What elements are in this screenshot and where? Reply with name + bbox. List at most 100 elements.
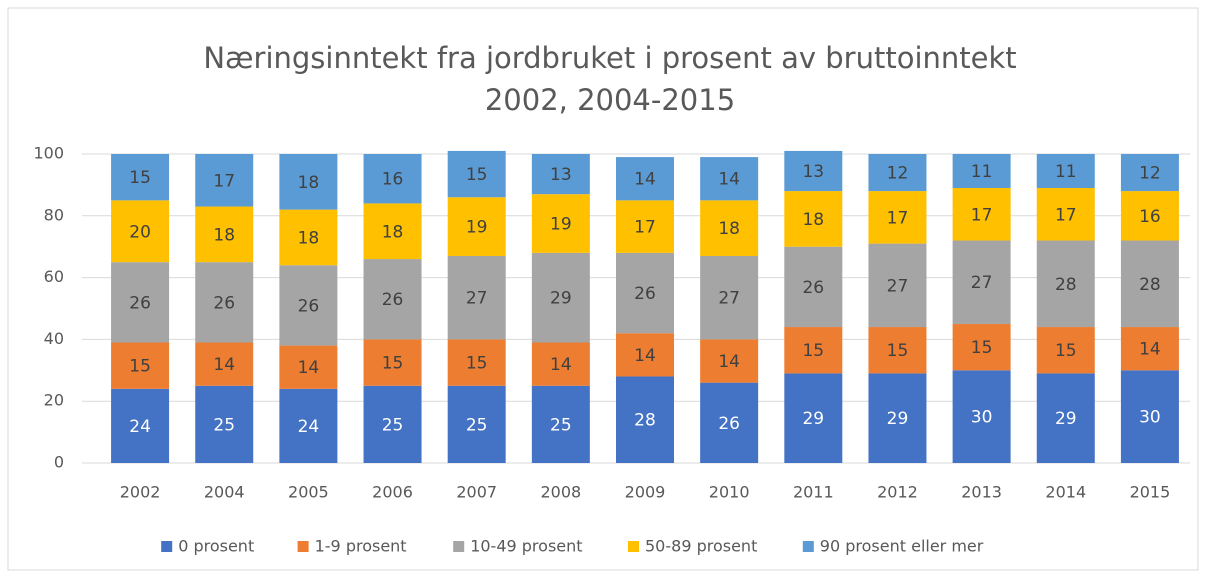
bar-segment bbox=[868, 243, 927, 328]
x-tick-label: 2007 bbox=[456, 483, 497, 502]
y-tick-label: 20 bbox=[44, 391, 64, 410]
bar-segment bbox=[1036, 187, 1095, 241]
bar-segment bbox=[363, 203, 422, 260]
data-label: 26 bbox=[129, 293, 151, 313]
bar-segment bbox=[447, 197, 506, 256]
data-label: 25 bbox=[466, 415, 488, 435]
bar-segment bbox=[1120, 370, 1179, 463]
bar-segment bbox=[111, 200, 170, 263]
legend-label: 10-49 prosent bbox=[470, 537, 582, 556]
data-label: 14 bbox=[718, 170, 740, 190]
data-label: 26 bbox=[382, 290, 404, 310]
x-tick-label: 2010 bbox=[709, 483, 750, 502]
x-tick-label: 2008 bbox=[540, 483, 581, 502]
data-label: 30 bbox=[1139, 408, 1161, 428]
data-label: 28 bbox=[634, 411, 656, 431]
y-tick-label: 100 bbox=[33, 144, 64, 163]
bar-segment bbox=[784, 373, 843, 463]
bar-segment bbox=[616, 376, 674, 463]
data-label: 27 bbox=[971, 273, 993, 293]
data-label: 28 bbox=[1055, 275, 1077, 295]
x-tick-label: 2011 bbox=[793, 483, 834, 502]
x-tick-label: 2005 bbox=[288, 483, 329, 502]
bar-segment bbox=[700, 200, 759, 256]
bar-segment bbox=[1036, 373, 1095, 463]
bar-segment bbox=[111, 342, 170, 389]
bar-segment bbox=[784, 191, 843, 247]
x-tick-label: 2002 bbox=[120, 483, 161, 502]
data-label: 15 bbox=[382, 354, 404, 374]
data-label: 14 bbox=[634, 170, 656, 190]
bar-segment bbox=[1120, 327, 1179, 371]
data-label: 14 bbox=[550, 355, 572, 375]
data-label: 27 bbox=[887, 276, 909, 296]
bar-segment bbox=[279, 209, 338, 266]
bar-segment bbox=[868, 327, 927, 374]
legend-swatch bbox=[453, 541, 465, 552]
bar-segment bbox=[447, 339, 506, 386]
data-label: 25 bbox=[550, 415, 572, 435]
data-label: 26 bbox=[718, 414, 740, 434]
chart-title: Næringsinntekt fra jordbruket i prosent … bbox=[203, 41, 1016, 75]
data-label: 18 bbox=[718, 219, 740, 239]
chart-subtitle: 2002, 2004-2015 bbox=[485, 83, 735, 117]
data-label: 15 bbox=[466, 165, 488, 185]
data-label: 18 bbox=[213, 225, 235, 245]
bar-segment bbox=[616, 252, 674, 334]
data-label: 11 bbox=[1055, 162, 1077, 182]
data-label: 19 bbox=[466, 218, 488, 238]
bar-segment bbox=[1120, 191, 1179, 241]
data-label: 27 bbox=[718, 289, 740, 309]
data-label: 17 bbox=[887, 208, 909, 228]
bar-segment bbox=[784, 327, 843, 374]
legend-swatch bbox=[161, 541, 173, 552]
data-label: 14 bbox=[718, 352, 740, 372]
data-label: 13 bbox=[802, 162, 824, 182]
bar-segment bbox=[279, 345, 338, 389]
legend-swatch bbox=[297, 541, 309, 552]
bar-segment bbox=[784, 150, 843, 192]
bar-segment bbox=[868, 373, 927, 463]
data-label: 29 bbox=[550, 289, 572, 309]
bar-segment bbox=[531, 154, 590, 195]
y-tick-label: 80 bbox=[44, 205, 64, 224]
bar-segment bbox=[447, 255, 506, 340]
data-label: 15 bbox=[887, 341, 909, 361]
x-tick-label: 2009 bbox=[625, 483, 666, 502]
data-label: 14 bbox=[298, 358, 320, 378]
data-label: 26 bbox=[213, 293, 235, 313]
bar-segment bbox=[952, 370, 1011, 463]
bar-segment bbox=[1120, 240, 1179, 328]
data-label: 18 bbox=[802, 210, 824, 230]
data-label: 20 bbox=[129, 222, 151, 242]
data-label: 14 bbox=[1139, 340, 1161, 360]
data-label: 17 bbox=[1055, 205, 1077, 225]
data-label: 14 bbox=[213, 355, 235, 375]
x-tick-label: 2013 bbox=[961, 483, 1002, 502]
data-label: 24 bbox=[298, 417, 320, 437]
bar-segment bbox=[195, 154, 254, 207]
bar-segment bbox=[111, 388, 170, 463]
bar-segment bbox=[1036, 327, 1095, 374]
data-label: 26 bbox=[802, 278, 824, 298]
y-tick-label: 40 bbox=[44, 329, 64, 348]
bar-segment bbox=[616, 157, 674, 201]
bar-segment bbox=[868, 191, 927, 244]
data-label: 18 bbox=[298, 173, 320, 193]
legend-label: 1-9 prosent bbox=[315, 537, 407, 556]
legend-label: 90 prosent eller mer bbox=[820, 537, 984, 556]
bar-segment bbox=[279, 265, 338, 346]
bar-segment bbox=[952, 240, 1011, 324]
bar-segment bbox=[279, 388, 338, 463]
legend-swatch bbox=[802, 541, 814, 552]
bar-segment bbox=[868, 154, 927, 192]
data-label: 16 bbox=[1139, 207, 1161, 227]
legend-label: 0 prosent bbox=[178, 537, 254, 556]
bar-segment bbox=[447, 150, 506, 198]
data-label: 12 bbox=[1139, 164, 1161, 184]
data-label: 14 bbox=[634, 346, 656, 366]
bar-segment bbox=[363, 154, 422, 204]
data-label: 17 bbox=[971, 205, 993, 225]
data-label: 24 bbox=[129, 417, 151, 437]
